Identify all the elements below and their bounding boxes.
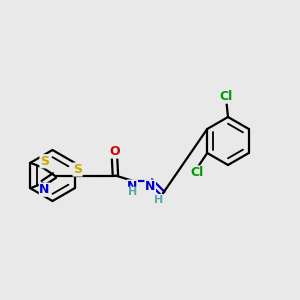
Text: N: N — [127, 180, 137, 193]
Text: H: H — [154, 194, 163, 205]
Text: Cl: Cl — [190, 166, 203, 179]
Text: S: S — [40, 155, 49, 168]
Text: N: N — [145, 180, 155, 193]
Text: S: S — [73, 163, 82, 176]
Text: N: N — [39, 183, 50, 196]
Text: O: O — [109, 145, 120, 158]
Text: H: H — [128, 187, 137, 197]
Text: Cl: Cl — [220, 90, 233, 103]
